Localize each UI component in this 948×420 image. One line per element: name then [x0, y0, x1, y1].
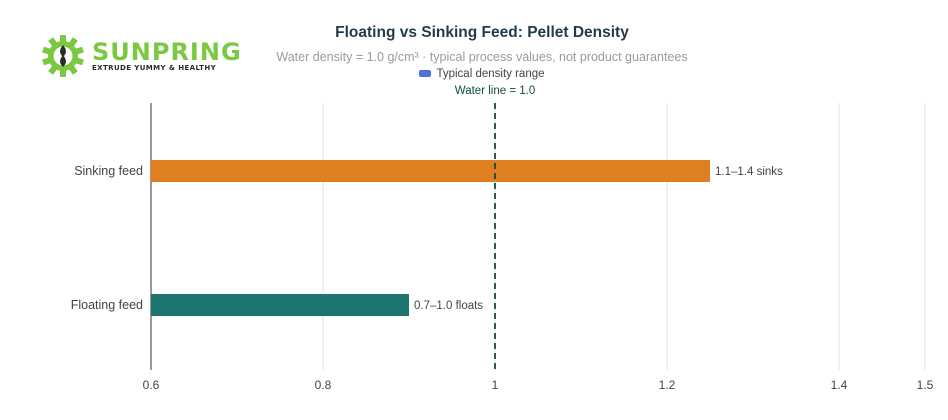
- legend-label: Typical density range: [436, 68, 545, 80]
- logo-tagline: EXTRUDE YUMMY & HEALTHY: [92, 64, 217, 72]
- bar: [151, 160, 710, 182]
- x-tick-label: 1.2: [659, 378, 676, 392]
- water-line-label: Water line = 1.0: [454, 85, 536, 97]
- bar-value-label: 0.7–1.0 floats: [414, 300, 483, 312]
- chart-legend: Typical density range: [0, 68, 948, 80]
- x-tick-label: 0.8: [315, 378, 332, 392]
- chart-subtitle: Water density = 1.0 g/cm³ · typical proc…: [276, 50, 688, 64]
- category-label: Sinking feed: [74, 164, 143, 178]
- x-tick-label: 1: [492, 378, 499, 392]
- x-tick-label: 1.4: [831, 378, 848, 392]
- chart-title: Floating vs Sinking Feed: Pellet Density: [335, 24, 629, 41]
- bar: [151, 294, 409, 316]
- bar-value-label: 1.1–1.4 sinks: [715, 166, 783, 178]
- logo-brand-text: SUNPRING: [92, 38, 242, 66]
- category-label: Floating feed: [71, 298, 143, 312]
- brand-logo: SUNPRING EXTRUDE YUMMY & HEALTHY: [40, 30, 241, 82]
- legend-swatch: [419, 70, 432, 78]
- gear-tooth: [60, 69, 66, 77]
- gear-tooth: [60, 35, 66, 43]
- x-tick-label: 1.5: [917, 378, 934, 392]
- gear-logo-icon: [42, 35, 84, 77]
- x-tick-label: 0.6: [143, 378, 160, 392]
